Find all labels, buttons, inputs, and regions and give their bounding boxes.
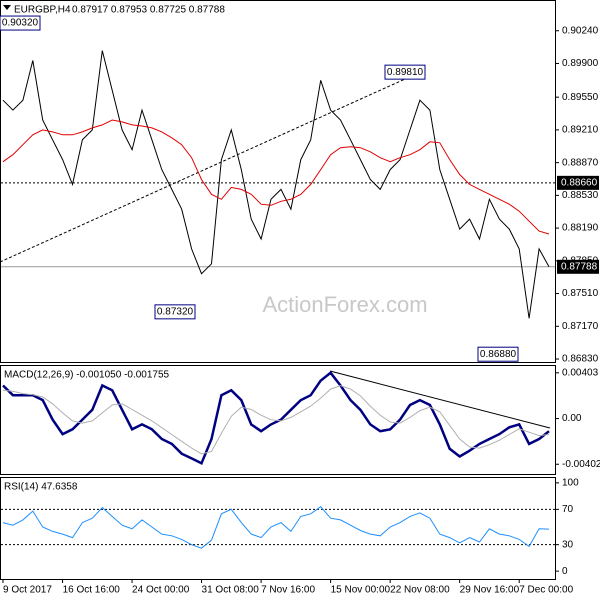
menu-icon	[3, 5, 11, 10]
panel-title: EURGBP,H4	[14, 5, 71, 16]
y-tick-label: 0.00403	[562, 367, 599, 378]
x-tick-label: 24 Oct 00:00	[132, 585, 190, 596]
y-tick-label: 30	[562, 539, 574, 550]
level-label: 0.88660	[561, 177, 598, 188]
rsi-panel	[0, 477, 556, 580]
x-tick-label: 9 Oct 2017	[3, 585, 52, 596]
panel-title: RSI(14) 47.6358	[4, 482, 78, 493]
x-tick-label: 15 Nov 00:00	[331, 585, 391, 596]
series-line	[2, 385, 550, 455]
macd-trend-line	[329, 370, 551, 429]
watermark: ActionForex.com	[262, 292, 427, 317]
y-tick-label: 0.86830	[562, 354, 599, 365]
annotation-box	[0, 15, 41, 31]
x-tick-label: 22 Nov 08:00	[390, 585, 450, 596]
series-line	[2, 371, 550, 466]
series-line	[2, 119, 550, 235]
annotation-label: 0.89810	[387, 67, 424, 78]
annotation-label: 0.87320	[157, 306, 194, 317]
macd-panel	[0, 365, 556, 475]
x-tick-label: 7 Dec 00:00	[519, 585, 573, 596]
y-tick-label: -0.004021	[562, 459, 600, 470]
y-tick-label: 0.87170	[562, 321, 599, 332]
panel-subtitle: 0.87917 0.87953 0.87725 0.87788	[72, 5, 225, 16]
y-tick-label: 0.88530	[562, 190, 599, 201]
annotation-label: 0.90320	[2, 18, 39, 29]
y-tick-label: 100	[562, 477, 579, 488]
series-line	[2, 50, 550, 319]
panel-title: MACD(12,26,9) -0.001050 -0.001755	[4, 370, 170, 381]
x-tick-label: 16 Oct 16:00	[63, 585, 121, 596]
y-tick-label: 0.89900	[562, 58, 599, 69]
trend-line	[0, 69, 426, 263]
y-tick-label: 0.90240	[562, 25, 599, 36]
level-label: 0.87788	[561, 261, 598, 272]
y-tick-label: 0.89210	[562, 125, 599, 136]
annotation-box	[384, 64, 426, 80]
y-tick-label: 0.00	[562, 413, 582, 424]
annotation-label: 0.86880	[480, 349, 517, 360]
x-tick-label: 31 Oct 08:00	[202, 585, 260, 596]
y-tick-label: 0.87510	[562, 288, 599, 299]
x-tick-label: 7 Nov 16:00	[261, 585, 315, 596]
x-tick-label: 29 Nov 16:00	[460, 585, 520, 596]
series-line	[2, 506, 550, 549]
y-tick-label: 0.88870	[562, 157, 599, 168]
y-tick-label: 0.89550	[562, 92, 599, 103]
level-box	[557, 175, 599, 190]
y-tick-label: 0.88190	[562, 223, 599, 234]
y-tick-label: 70	[562, 504, 574, 515]
price-panel	[0, 0, 556, 363]
annotation-box	[477, 346, 519, 362]
y-tick-label: 0	[562, 566, 568, 577]
level-box	[557, 259, 599, 274]
annotation-box	[154, 304, 196, 320]
